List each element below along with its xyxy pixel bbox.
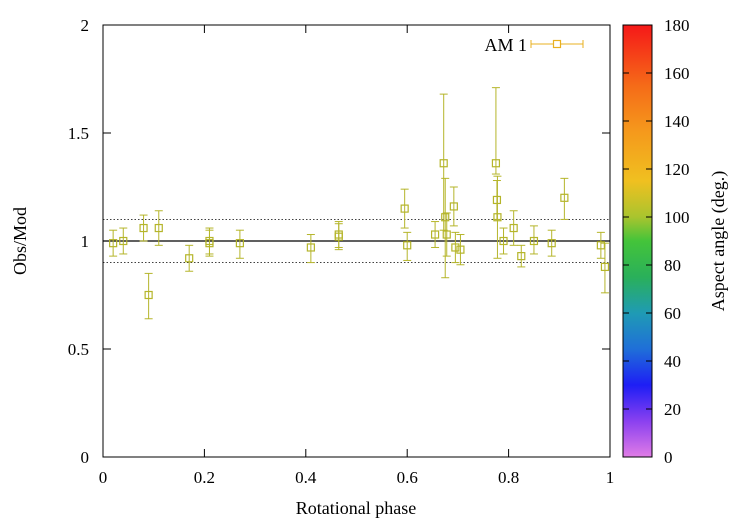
data-point bbox=[119, 227, 128, 255]
data-point bbox=[517, 244, 526, 268]
colorbar-tick-label: 100 bbox=[664, 208, 690, 227]
data-point bbox=[600, 242, 610, 294]
data-marker bbox=[400, 204, 409, 213]
colorbar: 0 20 40 60 80 100 120 140 160 180 Aspect angle (d… bbox=[622, 16, 729, 467]
data-marker bbox=[235, 239, 244, 248]
data-point bbox=[154, 210, 163, 246]
reference-lines bbox=[103, 218, 610, 264]
data-point bbox=[403, 231, 412, 261]
data-point bbox=[430, 221, 440, 248]
x-tick-label: 1 bbox=[606, 468, 615, 487]
data-point bbox=[456, 234, 465, 266]
data-point bbox=[306, 234, 315, 264]
data-point bbox=[109, 229, 118, 257]
y-tick-label: 0 bbox=[81, 448, 90, 467]
data-marker bbox=[499, 236, 508, 246]
data-marker bbox=[560, 193, 569, 202]
data-point bbox=[185, 244, 194, 272]
data-point bbox=[529, 225, 539, 255]
colorbar-tick-label: 120 bbox=[664, 160, 690, 179]
x-tick-label: 0.4 bbox=[295, 468, 317, 487]
data-marker bbox=[109, 239, 118, 248]
data-marker bbox=[430, 230, 440, 239]
legend: AM 1 bbox=[484, 35, 584, 55]
legend-marker bbox=[552, 39, 562, 49]
legend-label: AM 1 bbox=[484, 35, 527, 55]
data-point bbox=[334, 223, 343, 251]
colorbar-ticks: 0 20 40 60 80 100 120 140 160 180 bbox=[623, 16, 690, 467]
y-tick-label: 0.5 bbox=[68, 340, 89, 359]
x-axis-title: Rotational phase bbox=[296, 498, 416, 518]
x-tick-label: 0.2 bbox=[194, 468, 215, 487]
colorbar-tick-label: 180 bbox=[664, 16, 690, 35]
colorbar-gradient bbox=[622, 24, 653, 458]
x-tick-label: 0.6 bbox=[397, 468, 418, 487]
data-marker bbox=[491, 159, 501, 168]
data-marker bbox=[492, 195, 502, 205]
y-axis-title: Obs/Mod bbox=[10, 207, 30, 275]
data-point bbox=[499, 227, 508, 255]
data-marker bbox=[154, 223, 163, 233]
data-point bbox=[451, 231, 460, 264]
data-marker bbox=[185, 254, 194, 263]
data-point bbox=[491, 87, 501, 175]
data-marker bbox=[442, 230, 451, 239]
data-marker bbox=[517, 252, 526, 261]
data-marker bbox=[456, 245, 465, 254]
data-point bbox=[441, 177, 450, 279]
data-marker bbox=[439, 159, 448, 168]
data-point bbox=[139, 214, 148, 242]
colorbar-tick-label: 40 bbox=[664, 352, 681, 371]
data-point bbox=[509, 210, 518, 246]
x-tick-label: 0.8 bbox=[498, 468, 519, 487]
legend-sample bbox=[530, 39, 584, 49]
y-axis-ticks: 0 0.5 1 1.5 2 bbox=[68, 16, 610, 467]
data-marker bbox=[441, 213, 450, 222]
data-marker bbox=[205, 239, 214, 248]
data-marker bbox=[529, 236, 539, 246]
data-marker bbox=[509, 223, 518, 233]
data-point bbox=[560, 177, 569, 220]
data-point bbox=[442, 212, 451, 257]
data-point bbox=[205, 229, 214, 257]
data-point bbox=[400, 188, 409, 229]
data-point bbox=[449, 186, 458, 227]
data-marker bbox=[596, 241, 605, 250]
data-point bbox=[235, 229, 244, 259]
x-axis-ticks: 0 0.2 0.4 0.6 0.8 1 bbox=[99, 25, 615, 487]
y-tick-label: 2 bbox=[81, 16, 90, 35]
data-marker bbox=[449, 202, 458, 211]
y-tick-label: 1.5 bbox=[68, 124, 89, 143]
data-marker bbox=[451, 243, 460, 252]
data-point bbox=[144, 272, 153, 320]
data-marker bbox=[600, 262, 610, 272]
data-point bbox=[493, 175, 502, 259]
data-marker bbox=[403, 241, 412, 250]
colorbar-tick-label: 0 bbox=[664, 448, 673, 467]
colorbar-tick-label: 140 bbox=[664, 112, 690, 131]
colorbar-tick-label: 60 bbox=[664, 304, 681, 323]
data-marker bbox=[493, 213, 502, 222]
data-points bbox=[109, 87, 610, 320]
colorbar-tick-label: 20 bbox=[664, 400, 681, 419]
data-marker bbox=[306, 243, 315, 252]
colorbar-tick-label: 160 bbox=[664, 64, 690, 83]
y-tick-label: 1 bbox=[81, 232, 90, 251]
data-point bbox=[596, 231, 605, 259]
colorbar-tick-label: 80 bbox=[664, 256, 681, 275]
data-marker bbox=[334, 232, 343, 241]
colorbar-title: Aspect angle (deg.) bbox=[708, 171, 729, 311]
data-point bbox=[547, 229, 556, 257]
data-marker bbox=[139, 223, 148, 233]
data-point bbox=[439, 93, 448, 231]
data-marker bbox=[144, 290, 153, 300]
x-tick-label: 0 bbox=[99, 468, 108, 487]
data-marker bbox=[547, 239, 556, 248]
data-marker bbox=[119, 236, 128, 246]
